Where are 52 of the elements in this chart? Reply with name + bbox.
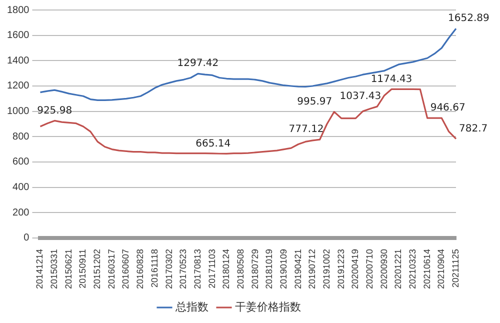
y-tick-label: 1000 <box>6 106 30 118</box>
x-tick-label: 20191223 <box>336 248 346 290</box>
x-tick-label: 20141214 <box>34 248 45 290</box>
y-tick-label: 1200 <box>6 80 30 92</box>
legend-label: 干姜价格指数 <box>235 300 301 314</box>
x-tick-label: 20171103 <box>206 248 217 288</box>
x-tick-label: 20201221 <box>393 248 404 290</box>
x-tick-label: 20200930 <box>378 248 389 290</box>
x-tick-label: 20150911 <box>78 248 88 288</box>
y-tick-label: 400 <box>12 182 30 194</box>
x-tick-label: 20210904 <box>436 248 446 290</box>
x-tick-label: 20200419 <box>350 248 360 290</box>
y-tick-label: 1800 <box>6 4 30 16</box>
x-tick-label: 20210323 <box>407 248 418 290</box>
x-tick-label: 20180508 <box>235 248 246 290</box>
x-tick-label: 20160317 <box>106 248 116 290</box>
x-tick-label: 20170523 <box>178 248 188 290</box>
x-tick-label: 20180729 <box>250 248 260 290</box>
x-tick-label: 20151202 <box>92 248 102 290</box>
y-tick-label: 0 <box>24 232 30 244</box>
x-tick-label: 20150621 <box>63 248 74 290</box>
y-tick-label: 800 <box>12 131 30 142</box>
y-tick-label: 200 <box>12 207 30 218</box>
data-label: 995.97 <box>297 96 332 108</box>
x-tick-label: 20160607 <box>120 248 131 290</box>
x-tick-label: 20180124 <box>221 248 232 290</box>
x-tick-label: 20210614 <box>422 248 432 290</box>
x-tick-label: 20161118 <box>149 248 160 288</box>
data-label: 946.67 <box>430 102 466 114</box>
data-label: 1037.43 <box>340 91 382 102</box>
data-label: 1174.43 <box>370 74 412 85</box>
legend-label: 总指数 <box>174 300 208 314</box>
x-tick-label: 20191002 <box>321 248 332 290</box>
x-tick-label: 20211125 <box>450 248 460 288</box>
x-tick-label: 20181019 <box>264 248 274 290</box>
x-tick-label: 20160828 <box>135 248 146 290</box>
x-tick-label: 20200710 <box>364 248 374 290</box>
data-label: 782.7 <box>459 123 488 134</box>
x-tick-label: 20170813 <box>192 248 202 290</box>
x-tick-label: 20190109 <box>278 248 288 290</box>
x-tick-label: 20150331 <box>49 248 60 290</box>
data-label: 777.12 <box>288 124 324 136</box>
data-label: 1652.89 <box>448 13 490 24</box>
data-label: 1297.42 <box>177 58 219 70</box>
data-label: 925.98 <box>37 105 72 116</box>
y-tick-label: 1400 <box>6 55 30 66</box>
x-tick-label: 20190712 <box>307 248 318 290</box>
y-tick-label: 1600 <box>6 30 30 42</box>
x-tick-label: 20190421 <box>292 248 303 290</box>
y-tick-label: 600 <box>12 156 30 168</box>
data-label: 665.14 <box>196 138 231 150</box>
x-tick-label: 20170302 <box>164 248 174 290</box>
